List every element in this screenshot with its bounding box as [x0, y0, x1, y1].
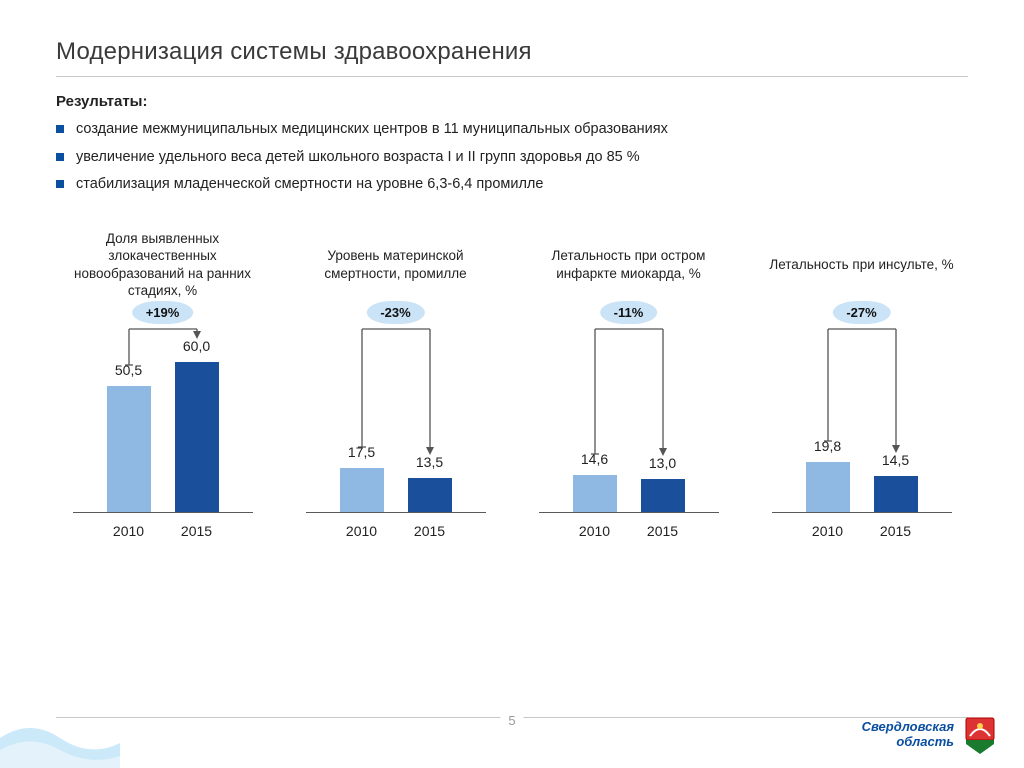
change-badge: -23%	[366, 301, 424, 324]
bar-2015	[874, 476, 918, 512]
bar-2015	[641, 479, 685, 512]
change-badge: +19%	[132, 301, 194, 324]
divider-top	[56, 76, 968, 77]
chart-title: Летальность при инсульте, %	[767, 229, 955, 301]
list-item: стабилизация младенческой смертности на …	[56, 175, 968, 195]
page-number: 5	[500, 713, 523, 728]
bars-area: 50,5 60,0	[73, 333, 253, 513]
change-badge: -27%	[832, 301, 890, 324]
list-item: создание межмуниципальных медицинских це…	[56, 120, 968, 140]
x-axis: 2010 2015	[539, 517, 719, 541]
bar-2010-wrap: 14,6	[571, 475, 619, 512]
chart-panel: Летальность при инсульте, %-27% 19,8 14,5 2…	[755, 229, 968, 541]
chart-title: Доля выявленных злокачественных новообра…	[56, 229, 269, 301]
bar-2010-value-label: 19,8	[804, 438, 852, 454]
slide-root: Модернизация системы здравоохранения Рез…	[0, 0, 1024, 768]
bar-2015-wrap: 13,5	[406, 478, 454, 512]
results-list: создание межмуниципальных медицинских це…	[56, 120, 968, 195]
bar-2010-wrap: 19,8	[804, 462, 852, 512]
crest-icon	[964, 716, 996, 754]
bar-2015	[175, 362, 219, 512]
x-tick-label: 2010	[804, 517, 852, 541]
chart-body: -27% 19,8 14,5 2010 2015	[772, 301, 952, 541]
bar-2010	[573, 475, 617, 512]
bar-2010-value-label: 17,5	[338, 444, 386, 460]
bar-2015	[408, 478, 452, 512]
x-tick-label: 2010	[338, 517, 386, 541]
chart-body: +19% 50,5 60,0 2010 2015	[73, 301, 253, 541]
bar-2010	[340, 468, 384, 512]
region-line-2: область	[896, 734, 954, 749]
bar-2010-wrap: 50,5	[105, 386, 153, 512]
bar-2015-value-label: 13,5	[406, 454, 454, 470]
bar-2015-value-label: 14,5	[872, 452, 920, 468]
bar-2015-wrap: 60,0	[173, 362, 221, 512]
change-badge: -11%	[600, 301, 658, 324]
results-block: Результаты: создание межмуниципальных ме…	[56, 93, 968, 195]
bar-2010	[806, 462, 850, 512]
chart-title: Летальность при остром инфаркте миокарда…	[522, 229, 735, 301]
corner-wave-decoration	[0, 708, 120, 768]
bar-2010-value-label: 14,6	[571, 451, 619, 467]
x-tick-label: 2015	[872, 517, 920, 541]
bars-area: 14,6 13,0	[539, 333, 719, 513]
bar-2015-value-label: 60,0	[173, 338, 221, 354]
page-title: Модернизация системы здравоохранения	[56, 38, 968, 66]
bars-area: 19,8 14,5	[772, 333, 952, 513]
charts-row: Доля выявленных злокачественных новообра…	[56, 229, 968, 541]
region-label: Свердловская область	[862, 720, 954, 750]
chart-body: -23% 17,5 13,5 2010 2015	[306, 301, 486, 541]
footer-region: Свердловская область	[862, 716, 996, 754]
x-tick-label: 2015	[173, 517, 221, 541]
chart-body: -11% 14,6 13,0 2010 2015	[539, 301, 719, 541]
x-tick-label: 2015	[639, 517, 687, 541]
x-tick-label: 2010	[105, 517, 153, 541]
chart-panel: Доля выявленных злокачественных новообра…	[56, 229, 269, 541]
region-line-1: Свердловская	[862, 719, 954, 734]
chart-panel: Летальность при остром инфаркте миокарда…	[522, 229, 735, 541]
x-axis: 2010 2015	[772, 517, 952, 541]
list-item: увеличение удельного веса детей школьног…	[56, 148, 968, 168]
bars-area: 17,5 13,5	[306, 333, 486, 513]
bar-2015-wrap: 13,0	[639, 479, 687, 512]
bar-2010-wrap: 17,5	[338, 468, 386, 512]
x-axis: 2010 2015	[306, 517, 486, 541]
bar-2010	[107, 386, 151, 512]
x-tick-label: 2015	[406, 517, 454, 541]
bar-2015-value-label: 13,0	[639, 455, 687, 471]
results-heading: Результаты:	[56, 93, 968, 110]
chart-panel: Уровень материнской смертности, промилле…	[289, 229, 502, 541]
bar-2015-wrap: 14,5	[872, 476, 920, 512]
chart-title: Уровень материнской смертности, промилле	[289, 229, 502, 301]
bar-2010-value-label: 50,5	[105, 362, 153, 378]
x-tick-label: 2010	[571, 517, 619, 541]
x-axis: 2010 2015	[73, 517, 253, 541]
